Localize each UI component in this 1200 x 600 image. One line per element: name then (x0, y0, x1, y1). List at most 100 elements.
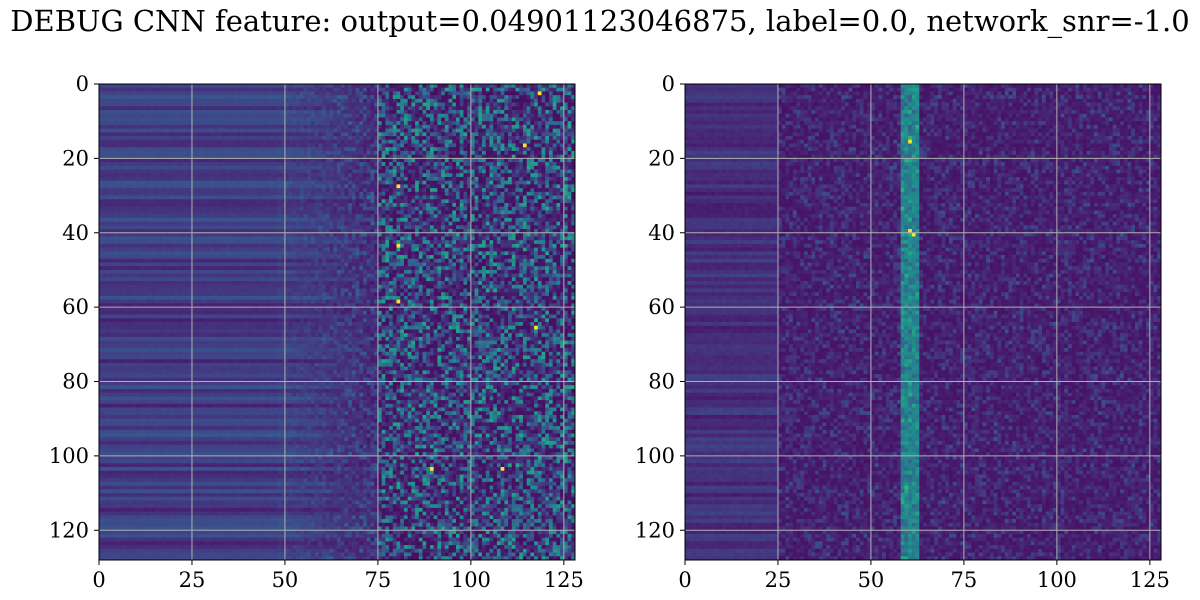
heatmap-cell (530, 147, 535, 152)
heatmap-cell (463, 169, 468, 174)
heatmap-cell (467, 117, 472, 122)
heatmap-cell (329, 221, 334, 226)
heatmap-cell (102, 106, 107, 111)
heatmap-cell (266, 147, 271, 152)
heatmap-cell (154, 176, 159, 182)
heatmap-cell (191, 95, 197, 100)
heatmap-cell (102, 169, 107, 174)
heatmap-cell (485, 91, 490, 96)
heatmap-cell (318, 184, 323, 189)
heatmap-cell (121, 165, 126, 170)
heatmap-cell (389, 128, 394, 133)
heatmap-cell (128, 180, 133, 185)
heatmap-cell (113, 102, 118, 107)
heatmap-cell (556, 117, 561, 122)
heatmap-cell (348, 143, 353, 148)
heatmap-cell (333, 110, 338, 115)
heatmap-cell (530, 124, 535, 129)
heatmap-cell (522, 84, 528, 89)
heatmap-cell (374, 180, 379, 185)
heatmap-cell (526, 110, 531, 115)
heatmap-cell (385, 210, 390, 215)
heatmap-cell (452, 173, 457, 178)
heatmap-cell (571, 136, 576, 141)
heatmap-cell (418, 91, 423, 96)
heatmap-cell (396, 210, 401, 215)
heatmap-cell (199, 98, 204, 103)
heatmap-cell (262, 150, 267, 156)
heatmap-cell (400, 176, 405, 182)
heatmap-cell (385, 206, 390, 211)
heatmap-cell (307, 158, 312, 163)
heatmap-cell (396, 195, 401, 200)
heatmap-cell (102, 176, 107, 182)
heatmap-cell (456, 117, 461, 122)
heatmap-cell (143, 210, 148, 215)
heatmap-cell (143, 132, 148, 137)
heatmap-cell (363, 188, 368, 193)
heatmap-cell (426, 139, 431, 144)
heatmap-cell (556, 210, 561, 215)
heatmap-cell (121, 84, 126, 89)
heatmap-cell (426, 87, 431, 92)
heatmap-cell (400, 106, 405, 111)
heatmap-cell (351, 110, 356, 115)
heatmap-cell (125, 173, 130, 178)
heatmap-cell (214, 210, 219, 215)
heatmap-cell (348, 191, 353, 196)
heatmap-cell (508, 217, 513, 222)
heatmap-cell (366, 203, 371, 208)
heatmap-cell (403, 139, 409, 144)
heatmap-cell (548, 128, 554, 133)
heatmap-cell (258, 199, 263, 204)
heatmap-cell (407, 132, 412, 137)
heatmap-cell (515, 84, 520, 89)
heatmap-cell (128, 214, 133, 219)
heatmap-cell (351, 154, 356, 159)
heatmap-cell (173, 150, 178, 156)
heatmap-cell (307, 143, 312, 148)
heatmap-cell (303, 225, 308, 230)
heatmap-cell (433, 173, 438, 178)
heatmap-cell (307, 210, 312, 215)
heatmap-cell (136, 173, 141, 178)
heatmap-cell (545, 210, 550, 215)
heatmap-cell (199, 195, 204, 200)
heatmap-cell (117, 84, 122, 89)
heatmap-cell (299, 128, 304, 133)
heatmap-cell (125, 158, 130, 163)
heatmap-cell (307, 113, 312, 118)
heatmap-cell (229, 165, 234, 170)
heatmap-cell (266, 217, 271, 222)
heatmap-cell (154, 191, 159, 196)
heatmap-cell (496, 176, 501, 182)
heatmap-cell (292, 87, 297, 92)
heatmap-cell (537, 150, 542, 156)
heatmap-cell (571, 121, 576, 126)
heatmap-cell (563, 98, 568, 103)
heatmap-cell (247, 150, 252, 156)
heatmap-cell (117, 102, 122, 107)
heatmap-cell (563, 206, 568, 211)
heatmap-cell (244, 124, 249, 129)
heatmap-cell (266, 180, 271, 185)
heatmap-cell (389, 113, 394, 118)
heatmap-cell (415, 143, 420, 148)
heatmap-cell (232, 214, 237, 219)
heatmap-cell (303, 191, 308, 196)
heatmap-cell (151, 91, 156, 96)
heatmap-cell (284, 143, 290, 148)
heatmap-cell (314, 84, 319, 89)
heatmap-cell (299, 203, 304, 208)
heatmap-cell (411, 98, 416, 103)
heatmap-cell (515, 110, 520, 115)
heatmap-cell (106, 217, 111, 222)
heatmap-cell (519, 113, 524, 118)
heatmap-cell (184, 124, 189, 129)
heatmap-cell (132, 121, 137, 126)
heatmap-cell (158, 225, 163, 230)
heatmap-cell (106, 214, 111, 219)
heatmap-cell (162, 165, 167, 170)
heatmap-cell (418, 102, 423, 107)
heatmap-cell (125, 110, 130, 115)
